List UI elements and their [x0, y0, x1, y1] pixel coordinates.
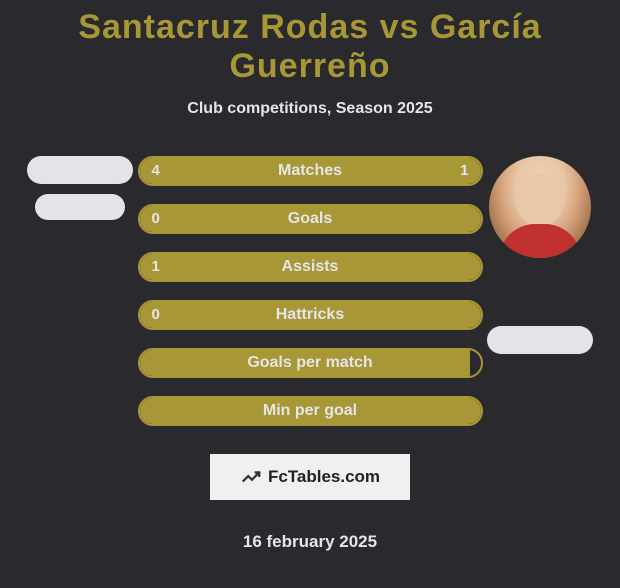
stat-label: Goals [140, 210, 481, 228]
player-left-column [20, 156, 140, 220]
stat-row-assists: 1 Assists [138, 252, 483, 282]
stat-label: Matches [140, 162, 481, 180]
stat-row-gpm: Goals per match [138, 348, 483, 378]
logo-text: FcTables.com [268, 467, 380, 487]
stat-label: Goals per match [140, 354, 481, 372]
stat-row-mpg: Min per goal [138, 396, 483, 426]
stat-label: Min per goal [140, 402, 481, 420]
fctables-logo[interactable]: FcTables.com [210, 454, 410, 500]
stat-row-matches: 4 Matches 1 [138, 156, 483, 186]
player-right-column [480, 156, 600, 354]
stats-column: 4 Matches 1 0 Goals 1 Assists 0 Hattrick… [130, 156, 490, 552]
chart-icon [240, 466, 262, 488]
stat-row-goals: 0 Goals [138, 204, 483, 234]
stat-label: Assists [140, 258, 481, 276]
page-title: Santacruz Rodas vs García Guerreño [0, 8, 620, 86]
player-left-name-pill [35, 194, 125, 220]
stat-row-hattricks: 0 Hattricks [138, 300, 483, 330]
player-left-avatar-placeholder [27, 156, 133, 184]
content-row: 4 Matches 1 0 Goals 1 Assists 0 Hattrick… [0, 156, 620, 552]
player-right-avatar [489, 156, 591, 258]
stat-value-right: 1 [460, 162, 468, 179]
snapshot-date: 16 february 2025 [243, 532, 377, 552]
player-right-name-pill [487, 326, 593, 354]
stat-label: Hattricks [140, 306, 481, 324]
subtitle: Club competitions, Season 2025 [0, 100, 620, 118]
comparison-card: Santacruz Rodas vs García Guerreño Club … [0, 8, 620, 588]
